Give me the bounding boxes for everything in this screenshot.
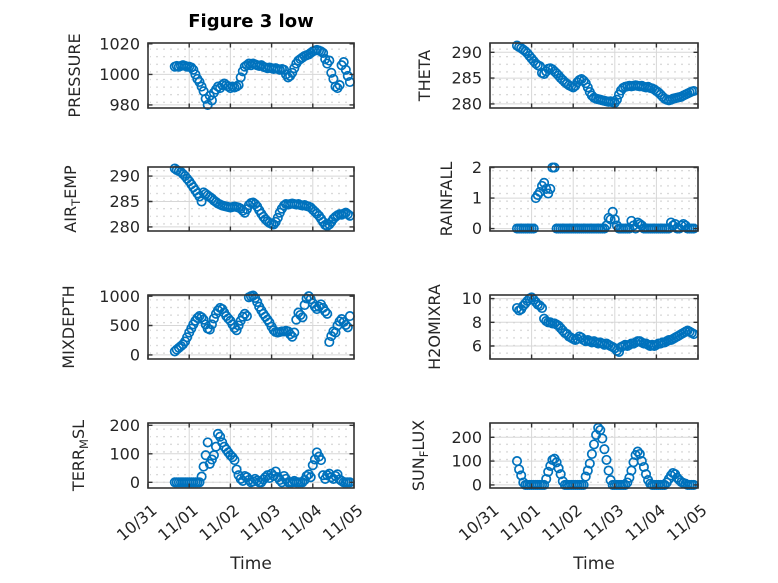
y-axis-label: TERRMSL [69,420,91,492]
y-tick-label: 290 [451,43,482,62]
y-tick-label: 980 [109,96,140,115]
axes-box [489,42,699,109]
y-tick-label: 285 [451,69,482,88]
y-axis-label: SUNFLUX [409,420,431,491]
y-tick-label: 8 [472,313,482,332]
panel-mixdepth: 0 500 1000 MIXDEPTH [59,285,355,369]
major-grid [148,167,354,231]
tick-marks [147,43,355,108]
tick-marks [489,43,699,108]
y-tick-label: 285 [109,192,140,211]
y-tick-label: 1020 [99,34,140,53]
scatter-series [511,40,699,108]
axes-box [147,294,355,360]
y-tick-label: 1000 [99,65,140,84]
tick-marks [489,295,699,359]
scatter-series [169,290,355,357]
axes-box [489,422,699,489]
tick-marks [147,167,355,231]
y-tick-label: 10 [462,289,482,308]
x-axis-label: Time [229,554,272,574]
tick-marks [147,423,355,488]
major-grid [490,423,698,488]
figure-title: Figure 3 low [188,11,313,32]
y-tick-label: 0 [472,476,482,495]
panel-pressure: 980 1000 1020 PRESSURE Figure 3 low [65,11,355,118]
panel-h2omixra: 6 8 10 H2OMIXRA [425,284,699,370]
major-grid [148,43,354,108]
y-tick-label: 200 [109,416,140,435]
y-tick-label: 280 [109,218,140,237]
y-tick-label: 1 [472,189,482,208]
panel-air_temp: 280 285 290 AIRTEMP [61,163,355,237]
y-tick-label: 0 [472,219,482,238]
axes-box [489,294,699,360]
y-axis-label: THETA [415,50,434,102]
axes-box [489,166,699,232]
y-tick-label: 100 [109,444,140,463]
panel-rainfall: 0 1 2 RAINFALL [437,158,699,238]
y-tick-label: 6 [472,337,482,356]
y-tick-label: 200 [451,428,482,447]
y-tick-label: 1000 [99,287,140,306]
panel-theta: 280 285 290 THETA [415,40,699,114]
axes-box [147,422,355,489]
y-tick-label: 500 [109,316,140,335]
y-tick-label: 280 [451,95,482,114]
axes-box [147,166,355,232]
x-axis-label: Time [572,554,615,574]
y-axis-label: MIXDEPTH [59,285,78,368]
y-tick-label: 0 [130,346,140,365]
axes-box [147,42,355,109]
major-grid [490,43,698,108]
scatter-series [169,428,355,488]
scatter-series [511,292,699,357]
tick-marks [489,423,699,488]
scatter-series [511,422,699,490]
panel-terr_msl: 0100200TERRMSL10/3111/0111/0211/0311/041… [69,416,367,574]
scatter-series [169,163,355,231]
tick-marks [147,295,355,359]
minor-grid [492,169,696,229]
y-tick-label: 100 [451,452,482,471]
y-tick-label: 2 [472,158,482,177]
y-axis-label: RAINFALL [437,162,456,237]
y-axis-label: AIRTEMP [61,165,83,233]
y-axis-label: PRESSURE [65,33,84,117]
scatter-series [169,44,355,110]
tick-marks [489,166,699,231]
y-tick-label: 0 [130,473,140,492]
y-axis-label: H2OMIXRA [425,284,444,370]
y-tick-label: 290 [109,167,140,186]
